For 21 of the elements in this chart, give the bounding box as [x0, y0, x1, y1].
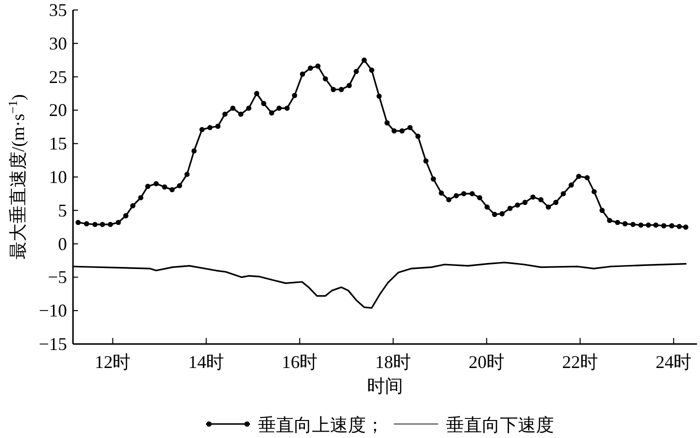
y-tick-label: 0 [58, 234, 67, 254]
x-tick-label: 16时 [282, 352, 318, 372]
y-tick-label: 35 [49, 0, 67, 20]
y-tick-label: 30 [49, 33, 67, 54]
x-tick-label: 22时 [562, 352, 598, 372]
y-tick-label: 20 [49, 100, 67, 120]
x-tick-label: 24时 [656, 352, 692, 372]
y-tick-label: 15 [49, 134, 67, 154]
legend-label: 垂直向下速度 [446, 415, 554, 435]
y-tick-label: 25 [49, 66, 67, 87]
x-tick-label: 20时 [468, 352, 505, 372]
y-tick-label: −15 [38, 334, 67, 354]
y-tick-label: −10 [38, 300, 67, 321]
x-tick-label: 12时 [94, 352, 131, 372]
y-tick-label: 5 [58, 200, 67, 220]
x-axis-title: 时间 [367, 376, 403, 396]
x-tick-label: 14时 [188, 352, 224, 372]
legend-label: 垂直向上速度； [258, 415, 384, 435]
y-tick-label: 10 [49, 167, 67, 187]
x-tick-label: 18时 [375, 352, 412, 372]
y-tick-label: −5 [48, 267, 67, 288]
